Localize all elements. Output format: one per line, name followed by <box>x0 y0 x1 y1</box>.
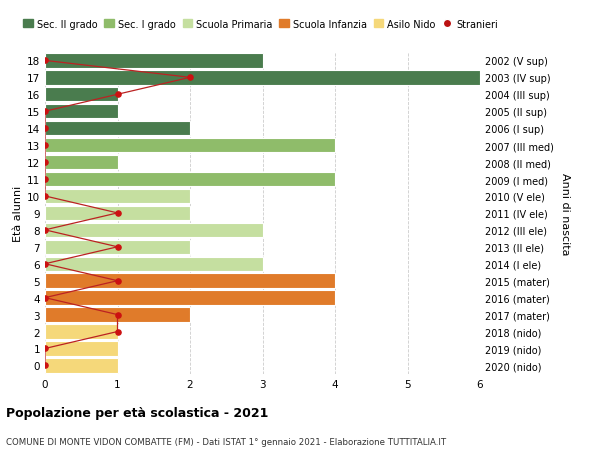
Bar <box>45 189 190 204</box>
Bar <box>45 274 335 288</box>
Bar <box>45 156 118 170</box>
Bar <box>45 223 263 238</box>
Point <box>113 91 122 99</box>
Bar <box>45 325 118 339</box>
Point <box>40 125 50 133</box>
Bar <box>45 173 335 187</box>
Bar <box>45 358 118 373</box>
Bar <box>45 71 480 85</box>
Point <box>40 193 50 200</box>
Text: Popolazione per età scolastica - 2021: Popolazione per età scolastica - 2021 <box>6 406 268 419</box>
Point <box>113 244 122 251</box>
Legend: Sec. II grado, Sec. I grado, Scuola Primaria, Scuola Infanzia, Asilo Nido, Stran: Sec. II grado, Sec. I grado, Scuola Prim… <box>19 16 502 34</box>
Bar <box>45 54 263 68</box>
Point <box>40 57 50 65</box>
Point <box>40 294 50 302</box>
Bar <box>45 105 118 119</box>
Bar <box>45 308 190 322</box>
Text: COMUNE DI MONTE VIDON COMBATTE (FM) - Dati ISTAT 1° gennaio 2021 - Elaborazione : COMUNE DI MONTE VIDON COMBATTE (FM) - Da… <box>6 437 446 446</box>
Point <box>113 328 122 336</box>
Point <box>113 277 122 285</box>
Bar <box>45 341 118 356</box>
Point <box>40 227 50 234</box>
Point <box>40 345 50 353</box>
Bar <box>45 291 335 305</box>
Point <box>40 362 50 369</box>
Bar <box>45 88 118 102</box>
Point <box>40 261 50 268</box>
Y-axis label: Anni di nascita: Anni di nascita <box>560 172 571 255</box>
Point <box>40 159 50 166</box>
Bar <box>45 206 190 221</box>
Point <box>40 108 50 116</box>
Point <box>113 210 122 217</box>
Y-axis label: Età alunni: Età alunni <box>13 185 23 241</box>
Bar <box>45 257 263 271</box>
Point <box>185 74 195 82</box>
Bar <box>45 240 190 254</box>
Bar <box>45 122 190 136</box>
Bar <box>45 139 335 153</box>
Point <box>113 311 122 319</box>
Point <box>40 142 50 150</box>
Point <box>40 176 50 183</box>
